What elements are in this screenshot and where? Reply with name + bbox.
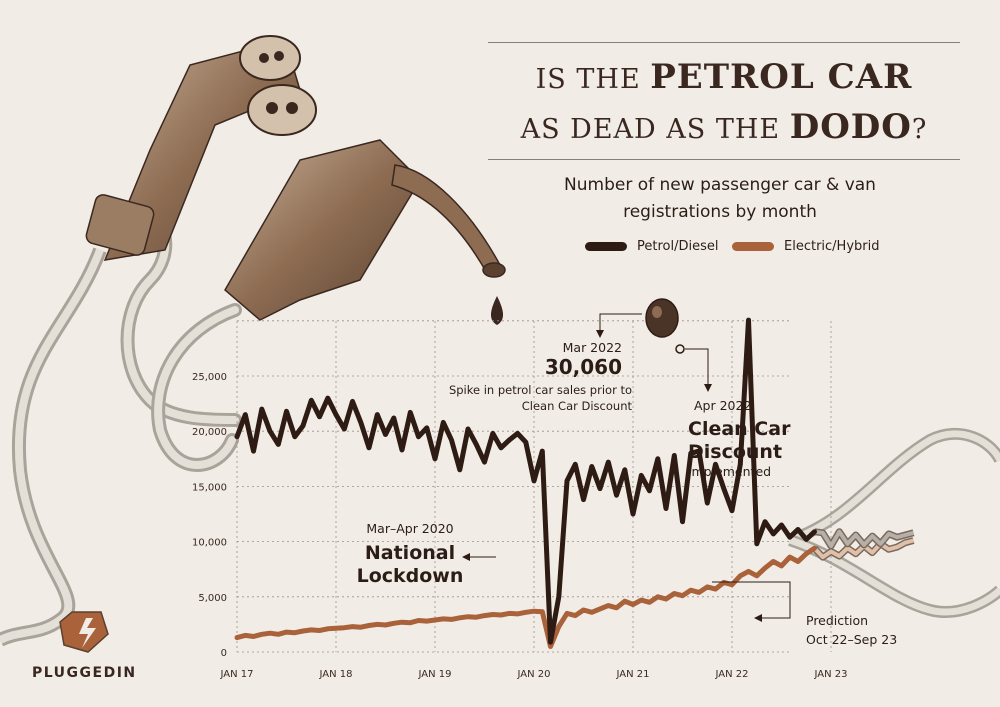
title-line-2: AS DEAD AS THE DODO? — [488, 107, 960, 147]
title-line-2-prefix: AS DEAD AS THE — [520, 114, 790, 145]
pluggedin-logo-icon — [59, 611, 109, 653]
y-tick-label: 10,000 — [192, 538, 227, 549]
annotation-ccd-date: Apr 2022 — [694, 398, 752, 413]
annotation-prediction-label: Prediction — [806, 613, 869, 628]
legend-item-petrol: Petrol/Diesel — [585, 236, 718, 256]
annotation-lockdown-label: National Lockdown — [356, 542, 464, 587]
prediction-line — [814, 529, 915, 548]
y-tick-label: 25,000 — [192, 372, 227, 383]
annotation-spike-date: Mar 2022 — [562, 340, 622, 355]
title-line-1-emphasis: PETROL CAR — [650, 57, 913, 97]
annotation-lockdown: Mar–Apr 2020 National Lockdown — [350, 521, 470, 588]
x-axis-ticks: JAN 17 JAN 18 JAN 19 JAN 20 JAN 21 JAN 22 JAN … — [220, 669, 848, 680]
x-tick-label: JAN 23 — [814, 669, 848, 680]
oil-drop-icon — [490, 296, 504, 325]
title-line-1-prefix: IS THE — [535, 64, 651, 95]
annotation-ccd-label: Clean Car Discount — [688, 418, 791, 463]
petrol-nozzle-illustration — [151, 139, 506, 472]
legend-label-electric: Electric/Hybrid — [784, 238, 880, 254]
series-line-electric — [234, 545, 817, 649]
annotation-spike-value: 30,060 — [544, 355, 622, 379]
annotation-clean-car-discount: Apr 2022 Clean Car Discount implemented — [688, 398, 888, 480]
y-axis-ticks: 0 5,000 10,000 15,000 20,000 25,000 — [192, 372, 227, 659]
chart-grid — [236, 320, 832, 653]
x-tick-label: JAN 19 — [418, 669, 452, 680]
x-tick-label: JAN 17 — [220, 669, 254, 680]
x-tick-label: JAN 21 — [616, 669, 650, 680]
legend-swatch-electric — [732, 241, 774, 251]
legend-swatch-petrol — [585, 241, 627, 251]
x-tick-label: JAN 18 — [319, 669, 353, 680]
title-line-2-emphasis: DODO — [789, 107, 912, 147]
chart-lines — [234, 317, 915, 649]
title-line-2-suffix: ? — [911, 114, 928, 145]
charger-plug-illustration — [0, 35, 317, 647]
cable-right-illustration — [788, 427, 1000, 618]
chart-subtitle: Number of new passenger car & van regist… — [564, 175, 876, 222]
y-tick-label: 5,000 — [198, 593, 227, 604]
series-line-petrol — [234, 317, 817, 645]
title-block: IS THE PETROL CAR AS DEAD AS THE DODO? — [488, 42, 960, 160]
x-tick-label: JAN 20 — [517, 669, 551, 680]
annotation-spike-note: Spike in petrol car sales prior to Clean… — [448, 383, 632, 413]
annotation-prediction-range: Oct 22–Sep 23 — [806, 632, 898, 647]
x-tick-label: JAN 22 — [715, 669, 749, 680]
y-tick-label: 0 — [221, 648, 227, 659]
annotation-arrowheads — [462, 330, 762, 622]
spike-bulb-illustration — [645, 298, 685, 354]
y-tick-label: 20,000 — [192, 427, 227, 438]
title-line-1: IS THE PETROL CAR — [488, 57, 960, 97]
annotation-prediction: Prediction Oct 22–Sep 23 — [806, 611, 916, 649]
brand-name: PLUGGEDIN — [32, 665, 137, 681]
annotation-ccd-note: implemented — [688, 464, 772, 479]
legend-item-electric: Electric/Hybrid — [732, 236, 879, 256]
y-tick-label: 15,000 — [192, 482, 227, 493]
annotation-spike: Mar 2022 30,060 Spike in petrol car sale… — [436, 340, 644, 414]
annotation-lockdown-date: Mar–Apr 2020 — [366, 521, 454, 536]
legend-label-petrol: Petrol/Diesel — [637, 238, 719, 254]
